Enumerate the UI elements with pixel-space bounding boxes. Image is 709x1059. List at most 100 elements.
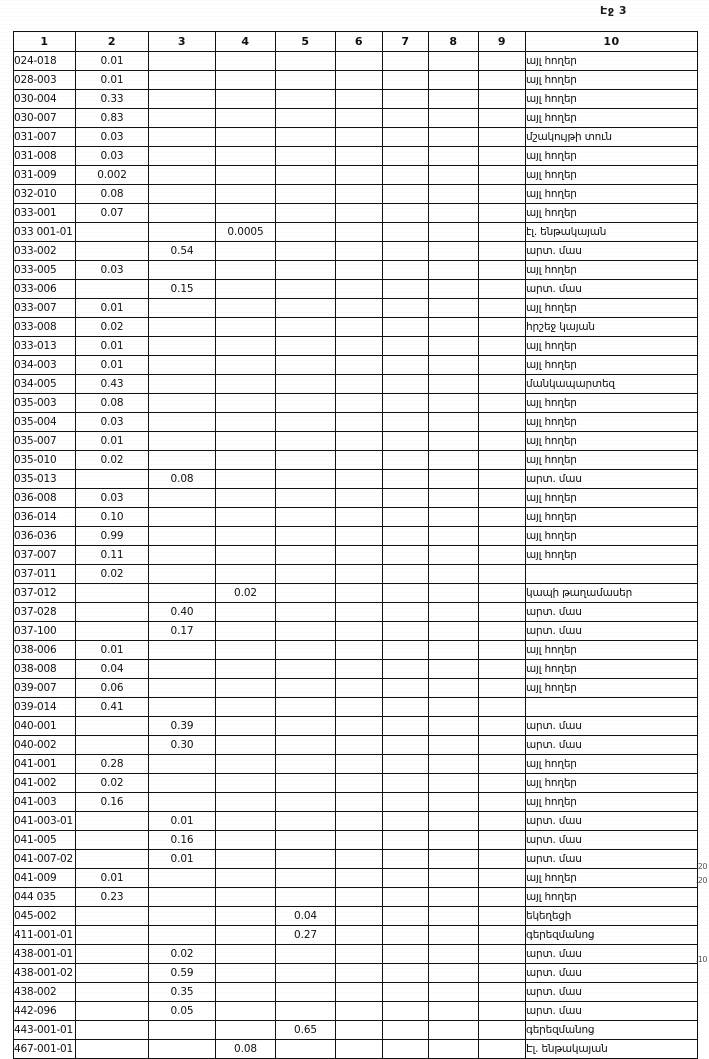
area-value-cell-col7 bbox=[382, 203, 429, 223]
area-value-cell-col5 bbox=[275, 355, 336, 375]
parcel-code-cell: 037-007 bbox=[13, 545, 76, 565]
parcel-code-cell: 442-096 bbox=[13, 1001, 76, 1021]
area-value-cell-col4 bbox=[215, 507, 276, 527]
area-value-cell-col9 bbox=[478, 355, 526, 375]
area-value-cell-col6 bbox=[335, 735, 383, 755]
area-value-cell-col2 bbox=[75, 279, 149, 299]
area-value-cell-col7 bbox=[382, 412, 429, 432]
area-value-cell-col6 bbox=[335, 716, 383, 736]
parcel-code-cell: 037-012 bbox=[13, 583, 76, 603]
area-value-cell-col8 bbox=[428, 697, 479, 717]
area-value-cell-col3 bbox=[148, 659, 216, 679]
area-value-cell-col9 bbox=[478, 70, 526, 90]
margin-annotation: .20 bbox=[695, 876, 708, 885]
area-value-cell-col5 bbox=[275, 89, 336, 109]
area-value-cell-col3 bbox=[148, 640, 216, 660]
area-value-cell-col3 bbox=[148, 355, 216, 375]
area-value-cell-col3 bbox=[148, 507, 216, 527]
table-row: 040-001 0.39 արտ. մաս bbox=[13, 716, 698, 736]
area-value-cell-col7 bbox=[382, 184, 429, 204]
area-value-cell-col4 bbox=[215, 374, 276, 394]
land-use-description-cell: հրշեջ կայան bbox=[525, 317, 698, 337]
parcel-code-cell: 030-004 bbox=[13, 89, 76, 109]
area-value-cell-col7 bbox=[382, 792, 429, 812]
area-value-cell-col7 bbox=[382, 659, 429, 679]
area-value-cell-col3 bbox=[148, 146, 216, 166]
area-value-cell-col9 bbox=[478, 89, 526, 109]
area-value-cell-col3: 0.17 bbox=[148, 621, 216, 641]
area-value-cell-col3 bbox=[148, 298, 216, 318]
area-value-cell-col5 bbox=[275, 488, 336, 508]
area-value-cell-col8 bbox=[428, 849, 479, 869]
table-head: 1 2 3 4 5 6 7 8 9 10 bbox=[13, 31, 698, 52]
parcel-code-cell: 036-008 bbox=[13, 488, 76, 508]
table-row: 036-036 0.99 այլ հողեր bbox=[13, 526, 698, 546]
area-value-cell-col3 bbox=[148, 89, 216, 109]
parcel-code-cell: 438-001-02 bbox=[13, 963, 76, 983]
area-value-cell-col3 bbox=[148, 488, 216, 508]
area-value-cell-col6 bbox=[335, 697, 383, 717]
area-value-cell-col7 bbox=[382, 602, 429, 622]
land-use-description-cell: այլ հողեր bbox=[525, 678, 698, 698]
table-row: 035-003 0.08 այլ հողեր bbox=[13, 393, 698, 413]
land-use-description-cell: այլ հողեր bbox=[525, 792, 698, 812]
area-value-cell-col8 bbox=[428, 602, 479, 622]
area-value-cell-col2 bbox=[75, 735, 149, 755]
area-value-cell-col3 bbox=[148, 450, 216, 470]
area-value-cell-col7 bbox=[382, 735, 429, 755]
table-row: 033-013 0.01 այլ հողեր bbox=[13, 336, 698, 356]
area-value-cell-col6 bbox=[335, 868, 383, 888]
area-value-cell-col8 bbox=[428, 203, 479, 223]
area-value-cell-col3: 0.15 bbox=[148, 279, 216, 299]
area-value-cell-col5 bbox=[275, 431, 336, 451]
area-value-cell-col8 bbox=[428, 1020, 479, 1040]
area-value-cell-col3 bbox=[148, 70, 216, 90]
area-value-cell-col2: 0.01 bbox=[75, 70, 149, 90]
area-value-cell-col3: 0.35 bbox=[148, 982, 216, 1002]
area-value-cell-col4 bbox=[215, 640, 276, 660]
area-value-cell-col7 bbox=[382, 678, 429, 698]
land-use-description-cell: այլ հողեր bbox=[525, 89, 698, 109]
parcel-code-cell: 034-003 bbox=[13, 355, 76, 375]
table-row: 024-018 0.01 այլ հողեր bbox=[13, 51, 698, 71]
parcel-code-cell: 033-007 bbox=[13, 298, 76, 318]
area-value-cell-col8 bbox=[428, 70, 479, 90]
area-value-cell-col9 bbox=[478, 640, 526, 660]
table-row: 035-007 0.01 այլ հողեր bbox=[13, 431, 698, 451]
area-value-cell-col9 bbox=[478, 944, 526, 964]
area-value-cell-col7 bbox=[382, 165, 429, 185]
table-row: 033 001-01 0.0005 էլ. ենթակայան bbox=[13, 222, 698, 242]
area-value-cell-col7 bbox=[382, 507, 429, 527]
area-value-cell-col3: 0.54 bbox=[148, 241, 216, 261]
area-value-cell-col8 bbox=[428, 108, 479, 128]
area-value-cell-col8 bbox=[428, 830, 479, 850]
area-value-cell-col6 bbox=[335, 640, 383, 660]
area-value-cell-col8 bbox=[428, 488, 479, 508]
area-value-cell-col6 bbox=[335, 241, 383, 261]
area-value-cell-col9 bbox=[478, 602, 526, 622]
area-value-cell-col8 bbox=[428, 1039, 479, 1059]
area-value-cell-col3: 0.02 bbox=[148, 944, 216, 964]
parcel-code-cell: 045-002 bbox=[13, 906, 76, 926]
parcel-code-cell: 033-001 bbox=[13, 203, 76, 223]
area-value-cell-col2: 0.03 bbox=[75, 488, 149, 508]
parcel-code-cell: 037-011 bbox=[13, 564, 76, 584]
area-value-cell-col2: 0.02 bbox=[75, 317, 149, 337]
land-use-description-cell bbox=[525, 564, 698, 584]
land-use-description-cell: այլ հողեր bbox=[525, 488, 698, 508]
land-use-description-cell: այլ հողեր bbox=[525, 412, 698, 432]
area-value-cell-col2: 0.10 bbox=[75, 507, 149, 527]
area-value-cell-col2: 0.28 bbox=[75, 754, 149, 774]
area-value-cell-col6 bbox=[335, 165, 383, 185]
area-value-cell-col5 bbox=[275, 507, 336, 527]
area-value-cell-col4 bbox=[215, 621, 276, 641]
area-value-cell-col9 bbox=[478, 811, 526, 831]
table-row: 034-005 0.43 մանկապարտեզ bbox=[13, 374, 698, 394]
area-value-cell-col4 bbox=[215, 868, 276, 888]
area-value-cell-col7 bbox=[382, 887, 429, 907]
area-value-cell-col6 bbox=[335, 602, 383, 622]
area-value-cell-col6 bbox=[335, 545, 383, 565]
area-value-cell-col4 bbox=[215, 184, 276, 204]
area-value-cell-col4 bbox=[215, 792, 276, 812]
area-value-cell-col4 bbox=[215, 754, 276, 774]
